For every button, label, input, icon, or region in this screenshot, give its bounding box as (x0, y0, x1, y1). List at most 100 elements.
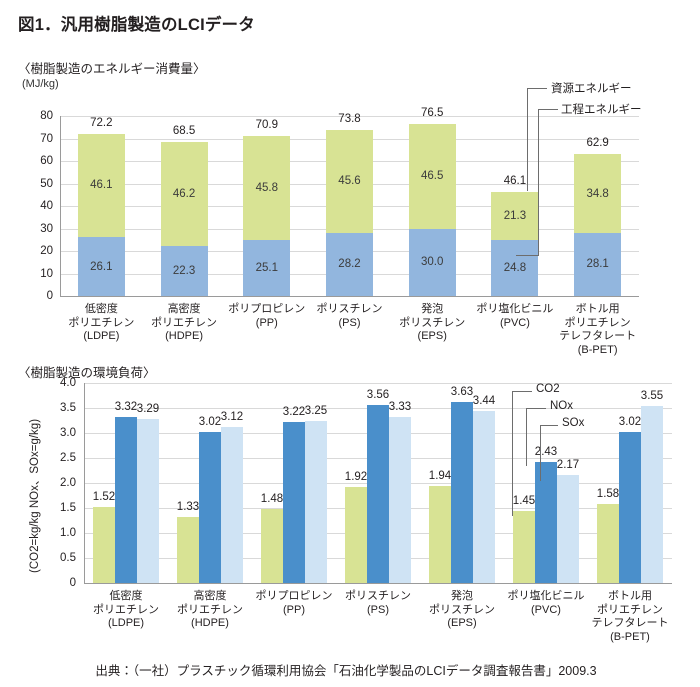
x-axis-category-label: 発泡 ポリスチレン (EPS) (399, 303, 466, 342)
legend-leader-v-sox (540, 425, 541, 481)
bar-value-co2: 1.92 (344, 471, 368, 483)
bar-value-sox: 3.29 (136, 402, 160, 415)
x-axis-category-label: 低密度 ポリエチレン (LDPE) (93, 590, 159, 629)
y-axis-tick-label: 3.5 (60, 402, 76, 414)
x-axis-line (84, 583, 672, 584)
legend-leader-v-co2 (512, 391, 513, 516)
bar-sox (641, 405, 663, 583)
bar-segment-resource-energy: 34.8 (574, 154, 622, 233)
legend-label-sox: SOx (562, 417, 585, 429)
bar-stacked: 26.1 46.1 (77, 133, 125, 296)
bar-total-value: 62.9 (586, 137, 609, 150)
bar-segment-value-process-energy: 30.0 (421, 256, 444, 269)
bar-nox (619, 432, 641, 583)
y-axis-tick-label: 3.0 (60, 427, 76, 439)
bar-nox (535, 461, 557, 583)
bar-segment-value-process-energy: 25.1 (255, 261, 278, 274)
bar-stacked: 30.0 46.5 (408, 123, 456, 296)
x-axis-category-label: ポリプロピレン (PP) (228, 303, 306, 329)
bar-value-sox: 3.44 (472, 395, 496, 407)
bar-sox (473, 411, 495, 583)
bar-total-value: 76.5 (421, 106, 444, 119)
y-axis-caption: (CO2=kg/kg NOx、SOx=g/kg) (29, 418, 41, 573)
y-axis-tick-label: 1.0 (60, 527, 76, 539)
bar-segment-process-energy: 24.8 (491, 240, 539, 296)
bar-segment-value-resource-energy: 45.6 (338, 175, 361, 188)
chart-energy: 26.1 46.1 72.2 22.3 46.2 68.5 25.1 45.8 70.9 28.2… (40, 83, 642, 356)
x-axis-category-label: 高密度 ポリエチレン (HDPE) (151, 303, 218, 342)
y-axis-tick-label: 0 (46, 290, 53, 302)
bar-value-sox: 3.25 (304, 404, 328, 417)
legend-label-process-energy: 工程エネルギー (561, 104, 642, 116)
bar-value-nox: 3.22 (282, 406, 306, 418)
bar-segment-process-energy: 25.1 (243, 239, 291, 296)
bar-segment-value-resource-energy: 46.5 (421, 170, 444, 183)
bar-segment-value-process-energy: 26.1 (90, 260, 113, 273)
bar-nox (199, 432, 221, 583)
bar-stacked: 24.8 21.3 (491, 192, 539, 296)
bar-segment-value-process-energy: 24.8 (503, 262, 527, 275)
bar-segment-value-resource-energy: 45.8 (255, 182, 278, 194)
y-axis-tick-label: 0 (69, 577, 76, 589)
bar-segment-process-energy: 28.2 (326, 232, 373, 296)
bar-sox (557, 474, 579, 583)
bar-co2 (261, 509, 283, 583)
legend-leader-h-nox (526, 408, 546, 409)
bar-nox (451, 401, 473, 583)
bar-segment-value-resource-energy: 46.1 (90, 179, 113, 192)
bar-value-sox: 3.12 (220, 411, 244, 423)
bar-segment-value-resource-energy: 21.3 (503, 210, 527, 223)
bar-segment-value-process-energy: 28.1 (586, 258, 609, 271)
bar-segment-process-energy: 26.1 (77, 237, 125, 296)
legend-leader-v-nox (526, 408, 527, 466)
y-axis-tick-label: 10 (40, 267, 53, 280)
bar-segment-value-process-energy: 28.2 (338, 258, 361, 271)
y-axis-tick-label: 60 (40, 155, 53, 167)
bar-value-nox: 3.02 (198, 416, 222, 428)
bar-total-value: 73.8 (338, 112, 361, 125)
legend-leader-v-resource-energy (527, 88, 528, 191)
bar-sox (389, 416, 411, 583)
bar-value-sox: 2.17 (556, 458, 580, 471)
source-note: 出典：（一社）プラスチック循環利用協会「石油化学製品のLCIデータ調査報告書」2… (95, 664, 597, 678)
bar-co2 (513, 510, 535, 583)
chart-environment-plot-area: 1.52 3.32 3.29 1.33 3.02 3.12 1.48 3.22 3.25 1.92… (84, 383, 672, 583)
bar-value-sox: 3.55 (640, 389, 664, 402)
y-axis-tick-label: 4.0 (60, 377, 76, 389)
grid-line (60, 116, 639, 117)
y-axis-line (60, 116, 61, 296)
bar-segment-resource-energy: 21.3 (491, 192, 539, 241)
x-axis-category-label: ボトル用 ポリエチレン テレフタレート (B-PET) (591, 590, 669, 643)
bar-segment-value-resource-energy: 34.8 (586, 187, 609, 200)
x-axis-category-label: ボトル用 ポリエチレン テレフタレート (B-PET) (559, 303, 637, 356)
bar-segment-value-process-energy: 22.3 (172, 264, 196, 277)
bar-value-nox: 3.02 (618, 416, 642, 428)
bar-stacked: 28.2 45.6 (326, 129, 373, 296)
bar-segment-value-resource-energy: 46.2 (172, 187, 196, 200)
bar-value-nox: 3.56 (366, 389, 390, 401)
legend-leader-h-resource-energy (527, 88, 547, 89)
y-axis-tick-label: 2.0 (60, 477, 76, 489)
chart-energy-unit-label: (MJ/kg) (22, 78, 59, 90)
grid-line (84, 383, 672, 384)
legend-leader-h-sox (540, 425, 558, 426)
bar-segment-process-energy: 28.1 (574, 232, 622, 296)
bar-nox (283, 422, 305, 583)
legend-leader-h-co2 (512, 391, 532, 392)
chart-environment: 1.52 3.32 3.29 1.33 3.02 3.12 1.48 3.22 3.25 1.92… (29, 377, 672, 643)
legend-leader-v-process-energy (538, 109, 539, 255)
x-axis-line (60, 296, 639, 297)
legend-leader-h-process-energy (538, 109, 558, 110)
x-axis-category-label: 高密度 ポリエチレン (HDPE) (177, 590, 243, 629)
bar-co2 (93, 507, 115, 583)
legend-label-nox: NOx (550, 400, 573, 412)
y-axis-tick-label: 20 (40, 245, 53, 257)
bar-co2 (429, 486, 451, 583)
bar-sox (221, 427, 243, 583)
chart-energy-plot-area: 26.1 46.1 72.2 22.3 46.2 68.5 25.1 45.8 70.9 28.2… (60, 107, 639, 296)
bar-segment-process-energy: 22.3 (160, 245, 208, 296)
bar-stacked: 25.1 45.8 (243, 136, 291, 296)
bar-nox (367, 405, 389, 583)
bar-segment-resource-energy: 46.2 (160, 141, 208, 246)
y-axis-tick-label: 40 (40, 200, 53, 212)
